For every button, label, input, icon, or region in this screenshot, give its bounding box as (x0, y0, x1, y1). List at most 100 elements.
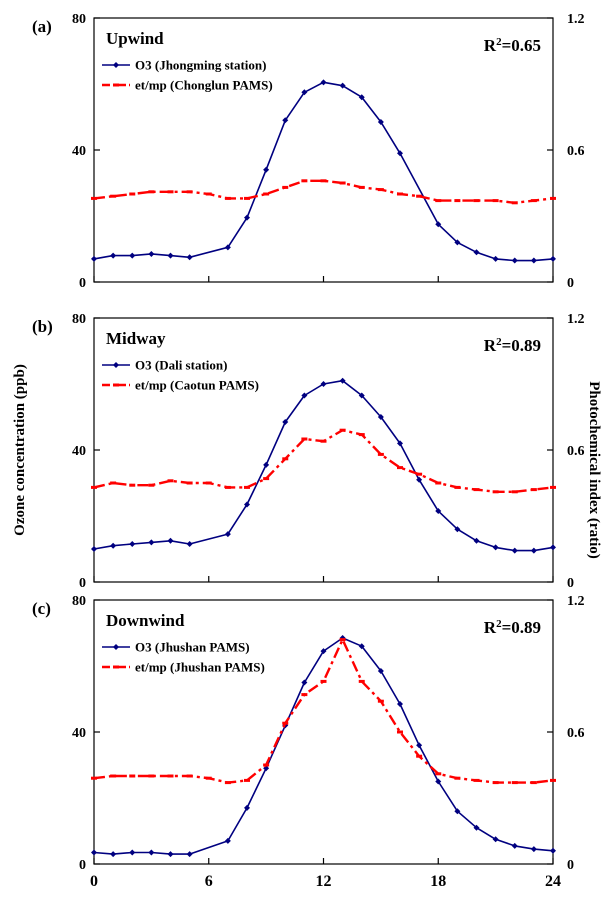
x-tick-label: 12 (316, 873, 332, 890)
left-tick-label: 40 (72, 144, 86, 159)
panel-2: 0 40 80 0 0.6 1.2 (b) Midway R2=0.89 O3 (Dali sta… (32, 312, 585, 591)
o3-series-line (93, 637, 554, 855)
left-tick-label: 80 (72, 594, 86, 609)
ratio-data-point (282, 185, 289, 189)
o3-data-point (550, 847, 556, 854)
ratio-data-point (129, 774, 136, 778)
legend-entry: O3 (Dali station) (102, 358, 227, 373)
ratio-data-point (492, 199, 499, 203)
right-tick-label: 0 (567, 576, 574, 591)
ratio-data-point (110, 774, 117, 778)
ratio-data-point (435, 481, 442, 485)
left-tick-label: 80 (72, 312, 86, 327)
o3-data-point (492, 836, 499, 843)
ratio-data-point (224, 196, 231, 200)
ratio-data-point (244, 196, 250, 200)
r-squared-label: R2=0.89 (484, 336, 541, 355)
o3-data-point (244, 501, 250, 508)
left-tick-label: 40 (72, 444, 86, 459)
ratio-data-point (511, 201, 518, 205)
ratio-series-line (93, 429, 554, 493)
ratio-data-point (301, 693, 308, 697)
right-tick-label: 1.2 (567, 12, 585, 27)
o3-data-point (454, 526, 461, 533)
ratio-data-point (530, 781, 537, 785)
o3-data-point (358, 643, 365, 650)
right-tick-label: 0.6 (567, 726, 585, 741)
ratio-data-point (550, 485, 556, 489)
o3-data-point (397, 440, 403, 447)
ratio-data-point (186, 190, 193, 194)
right-tick-label: 0 (567, 858, 574, 873)
ratio-data-point (530, 488, 537, 492)
o3-data-point (377, 118, 384, 125)
legend-label: et/mp (Jhushan PAMS) (135, 660, 265, 675)
ratio-data-point (91, 776, 97, 780)
ratio-data-point (435, 772, 442, 776)
panel-title: Midway (106, 329, 166, 348)
ratio-data-point (167, 190, 174, 194)
ratio-data-point (167, 479, 174, 483)
ratio-data-point (320, 679, 327, 683)
o3-data-point (301, 679, 308, 686)
o3-data-point (377, 667, 384, 674)
left-tick-label: 0 (79, 576, 86, 591)
o3-data-point (244, 214, 250, 221)
o3-series-line (93, 81, 554, 262)
ratio-data-point (263, 192, 270, 196)
legend-entry: O3 (Jhongming station) (102, 58, 266, 73)
o3-data-point (416, 476, 423, 483)
o3-data-point (492, 255, 499, 262)
o3-data-point (186, 851, 193, 858)
x-tick-label: 18 (430, 873, 446, 890)
o3-data-point (224, 244, 231, 251)
ratio-data-point (339, 428, 346, 432)
ratio-data-point (91, 485, 97, 489)
ratio-data-point (454, 199, 461, 203)
ratio-data-point (511, 490, 518, 494)
x-tick-label: 24 (545, 873, 561, 890)
o3-data-point (186, 541, 193, 548)
legend-entry: et/mp (Jhushan PAMS) (102, 660, 265, 675)
o3-data-point (148, 250, 155, 257)
ratio-data-point (320, 179, 327, 183)
o3-data-point (110, 252, 117, 259)
r-squared-label: R2=0.65 (484, 36, 541, 55)
ratio-data-point (320, 439, 327, 443)
o3-data-point (167, 252, 174, 259)
x-tick-label: 6 (205, 873, 213, 890)
legend-marker (113, 383, 119, 387)
o3-data-point (110, 851, 117, 858)
legend-marker (113, 644, 119, 650)
ratio-data-point (205, 192, 212, 196)
ratio-data-point (358, 185, 365, 189)
ratio-data-point (397, 466, 403, 470)
legend-entry: et/mp (Caotun PAMS) (102, 378, 259, 393)
right-tick-label: 0.6 (567, 144, 585, 159)
panel-label: (a) (32, 17, 52, 36)
o3-data-point (397, 150, 403, 157)
left-tick-label: 0 (79, 858, 86, 873)
ratio-data-point (263, 763, 270, 767)
panel-label: (b) (32, 317, 53, 336)
o3-data-point (129, 541, 136, 548)
ratio-data-point (454, 776, 461, 780)
right-axis-title: Photochemical index (ratio) (586, 381, 602, 558)
o3-data-point (320, 381, 327, 387)
ratio-data-point (550, 196, 556, 200)
o3-data-point (530, 257, 537, 264)
ratio-data-point (282, 457, 289, 461)
o3-data-point (301, 392, 308, 399)
o3-data-point (91, 255, 97, 262)
ratio-data-point (550, 778, 556, 782)
ratio-data-point (205, 776, 212, 780)
ratio-data-point (377, 699, 384, 703)
x-tick-label: 0 (90, 873, 98, 890)
o3-data-point (473, 249, 480, 256)
ratio-data-point (339, 638, 346, 642)
ratio-data-point (473, 199, 480, 203)
o3-data-point (511, 547, 518, 554)
o3-data-point (550, 544, 556, 551)
o3-data-point (91, 546, 97, 552)
